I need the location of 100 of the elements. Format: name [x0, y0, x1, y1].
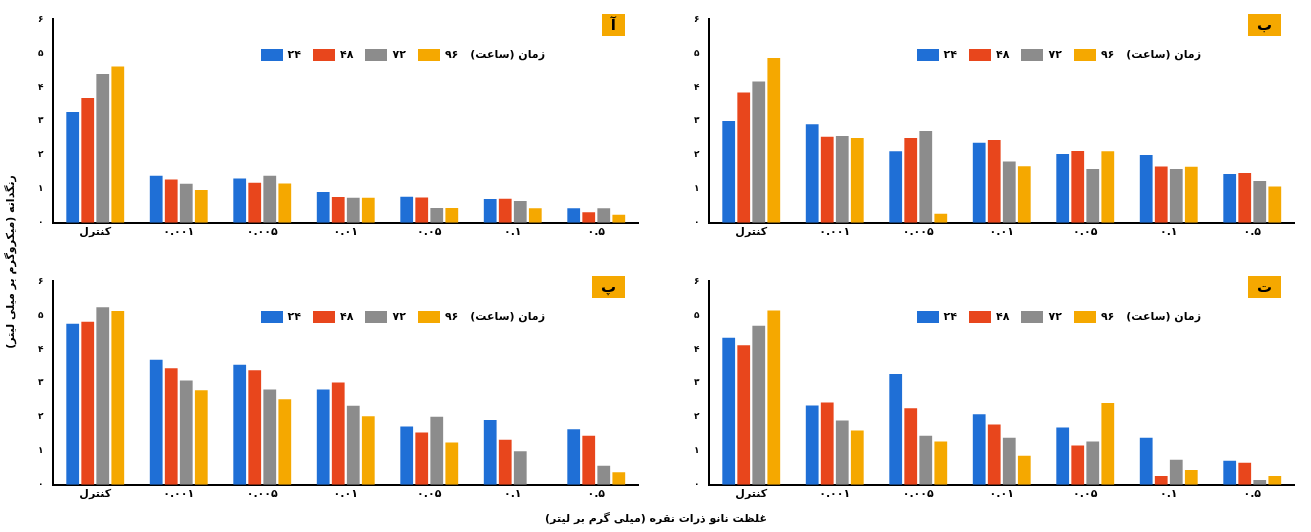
bar — [400, 196, 414, 223]
legend-label: ۷۲ — [1048, 48, 1062, 61]
y-tick-label: ۶ — [37, 275, 44, 286]
bar — [835, 420, 849, 485]
bar — [850, 430, 864, 485]
bar — [149, 175, 163, 223]
x-tick-label: ۰.۱ — [503, 225, 522, 239]
x-tick-label: ۰.۵ — [587, 225, 606, 239]
x-tick-label: ۰.۰۱ — [333, 225, 358, 239]
legend-title: زمان (ساعت) — [470, 48, 545, 61]
legend-label: ۹۶ — [444, 310, 459, 323]
bar — [597, 208, 611, 223]
legend-label: ۹۶ — [444, 48, 459, 61]
chart-title: پ — [591, 276, 625, 298]
bar — [361, 416, 375, 485]
bar — [1071, 445, 1085, 485]
bar — [1268, 475, 1282, 485]
bar — [263, 175, 277, 223]
bar — [81, 98, 95, 223]
bar — [194, 390, 208, 485]
x-tick-label: کنترل — [735, 487, 768, 501]
bar — [805, 124, 819, 223]
legend-label: ۹۶ — [1100, 310, 1115, 323]
bar — [1253, 181, 1267, 223]
bar — [316, 191, 330, 223]
bar — [430, 207, 444, 223]
bar — [919, 435, 933, 485]
bar — [66, 323, 80, 485]
chart-title: ت — [1247, 276, 1281, 298]
bar — [767, 310, 781, 485]
bar — [1101, 151, 1115, 223]
legend-label: ۷۲ — [392, 48, 406, 61]
bar — [111, 310, 125, 485]
bar — [835, 136, 849, 223]
y-tick-label: ۳ — [693, 377, 700, 388]
y-tick-label: ۰ — [693, 217, 700, 228]
x-tick-label: ۰.۰۰۱ — [163, 487, 195, 501]
bar — [582, 212, 596, 223]
x-tick-label: ۰.۰۰۱ — [163, 225, 195, 239]
bar — [820, 402, 834, 485]
bar — [567, 429, 581, 485]
bar — [111, 66, 125, 223]
x-tick-label: ۰.۰۰۱ — [819, 487, 851, 501]
bar — [1223, 173, 1237, 223]
y-tick-label: ۴ — [37, 343, 44, 354]
bar — [194, 189, 208, 223]
legend-label: ۲۴ — [287, 310, 302, 323]
x-tick-label: ۰.۱ — [1159, 225, 1178, 239]
bar — [513, 201, 527, 223]
bar — [179, 380, 193, 485]
bar — [233, 178, 247, 223]
bar — [498, 439, 512, 485]
bar — [737, 345, 751, 485]
bar — [1184, 469, 1198, 485]
x-tick-label: ۰.۰۵ — [1073, 487, 1098, 501]
bar — [934, 441, 948, 485]
x-tick-label: ۰.۰۰۵ — [246, 487, 279, 501]
bar — [582, 435, 596, 485]
bar — [987, 140, 1001, 223]
legend-label: ۴۸ — [340, 310, 354, 323]
x-tick-label: ۰.۰۵ — [417, 487, 442, 501]
bar — [513, 451, 527, 485]
bar — [66, 111, 80, 223]
bar — [722, 337, 736, 485]
y-tick-label: ۳ — [37, 115, 44, 126]
bar — [445, 442, 459, 485]
bar — [331, 382, 345, 485]
y-tick-label: ۰ — [37, 479, 44, 490]
legend-label: ۲۴ — [943, 310, 958, 323]
bar — [1002, 161, 1016, 223]
bar — [400, 426, 414, 485]
legend-label: ۷۲ — [1048, 310, 1062, 323]
bar — [498, 198, 512, 223]
bar — [1169, 459, 1183, 485]
bar — [597, 465, 611, 485]
bar — [1071, 150, 1085, 223]
y-tick-label: ۵ — [37, 309, 44, 320]
bar — [248, 370, 262, 485]
bar — [889, 151, 903, 223]
bar — [737, 92, 751, 223]
bar — [1086, 168, 1100, 223]
bar — [1154, 166, 1168, 223]
bar — [1017, 455, 1031, 485]
y-tick-label: ۴ — [693, 81, 700, 92]
bar — [248, 182, 262, 223]
bar — [904, 408, 918, 485]
bar — [612, 472, 626, 485]
bar — [805, 405, 819, 485]
y-tick-label: ۲ — [37, 149, 44, 160]
bar — [1101, 403, 1115, 485]
bar — [1184, 166, 1198, 223]
bar — [1154, 475, 1168, 485]
bar — [1017, 166, 1031, 223]
y-tick-label: ۲ — [693, 411, 700, 422]
legend-title: زمان (ساعت) — [1126, 48, 1201, 61]
y-axis-title: رنگدانه (میکروگرم بر میلی لیتر) — [3, 175, 17, 349]
y-tick-label: ۶ — [37, 13, 44, 24]
bar — [767, 58, 781, 223]
y-tick-label: ۰ — [37, 217, 44, 228]
bar — [1169, 168, 1183, 223]
